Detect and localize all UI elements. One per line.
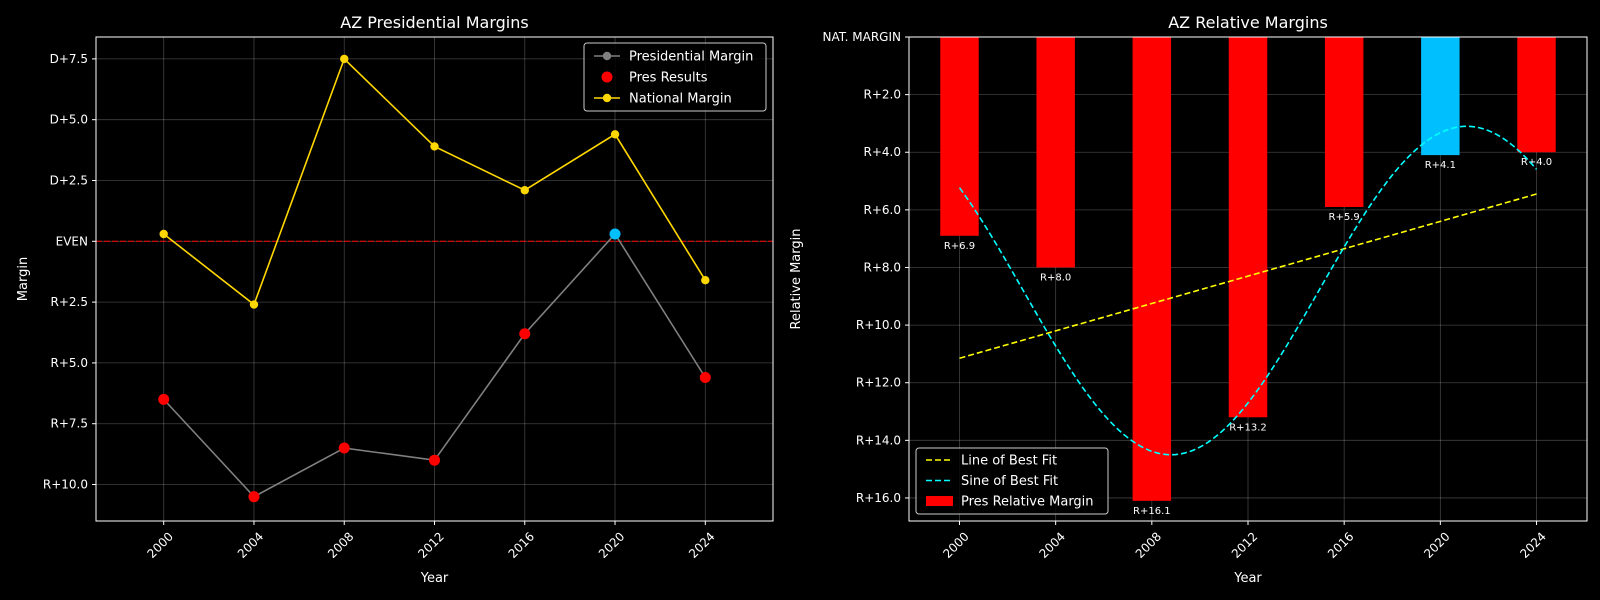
legend: Presidential Margin Pres Results National … <box>583 42 767 112</box>
pres-result-point <box>609 228 621 240</box>
y-tick-label: D+2.5 <box>50 173 88 187</box>
y-tick-label: R+2.5 <box>51 295 88 309</box>
x-axis-label: Year <box>420 571 449 586</box>
pres-result-point <box>158 393 170 405</box>
legend-entry: Pres Results <box>629 71 708 86</box>
legend-marker-swatch <box>602 93 612 103</box>
y-tick-label: R+4.0 <box>864 145 901 159</box>
pres-result-point <box>429 454 440 466</box>
legend-box <box>915 447 1109 515</box>
x-tick-label: 2012 <box>1229 529 1260 560</box>
relative-margin-bar <box>1036 37 1075 268</box>
pres-result-point <box>338 442 350 454</box>
national-margin-point <box>249 300 259 309</box>
y-tick-label: R+12.0 <box>856 376 901 390</box>
pres-result-point <box>248 491 260 503</box>
y-axis-label: Relative Margin <box>789 229 804 330</box>
legend-entry: Pres Relative Margin <box>961 495 1094 510</box>
line-of-best-fit <box>959 193 1537 359</box>
national-margin-point <box>340 54 349 64</box>
x-tick-label: 2020 <box>596 529 627 560</box>
y-axis-label: Margin <box>16 257 31 301</box>
relative-margin-bar <box>1421 37 1460 156</box>
x-tick-label: 2024 <box>686 529 717 560</box>
bar-value-label: R+4.0 <box>1521 157 1552 168</box>
legend-entry: Presidential Margin <box>629 50 753 65</box>
relative-margin-bar <box>1324 37 1364 207</box>
y-tick-label: R+5.0 <box>51 356 88 370</box>
y-tick-label: EVEN <box>56 234 88 248</box>
relative-margin-bar <box>1228 37 1268 418</box>
national-margin-point <box>159 229 168 239</box>
relative-margin-bar <box>1517 37 1556 153</box>
y-tick-label: D+7.5 <box>50 52 88 66</box>
chart-az-presidential-margins: D+7.5 D+5.0 D+2.5 EVEN R+2.5 R+5.0 R+7.5 R+10.0… <box>16 13 774 586</box>
chart-title: AZ Presidential Margins <box>340 13 528 32</box>
sine-of-best-fit <box>958 125 1538 456</box>
legend-marker-swatch <box>601 71 613 83</box>
pres-result-point <box>519 328 531 340</box>
bar-value-label: R+5.9 <box>1329 212 1360 223</box>
bar-value-label: R+13.2 <box>1229 422 1267 433</box>
x-tick-label: 2000 <box>145 529 176 560</box>
bar-value-label: R+4.1 <box>1425 160 1456 171</box>
legend: Line of Best Fit Sine of Best Fit Pres Rel… <box>915 447 1109 515</box>
y-tick-label: R+16.0 <box>856 491 901 505</box>
chart-az-relative-margins: R+6.9 R+8.0 R+16.1 R+13.2 R+5.9 R+4.1 R+4.0 NAT… <box>789 13 1588 586</box>
legend-entry: Sine of Best Fit <box>961 474 1058 489</box>
legend-marker-swatch <box>602 51 612 61</box>
x-tick-label: 2008 <box>325 529 356 560</box>
x-tick-label: 2000 <box>940 529 971 560</box>
legend-box <box>583 42 767 112</box>
x-tick-label: 2024 <box>1517 529 1548 560</box>
national-margin-point <box>430 142 439 151</box>
y-tick-label: R+6.0 <box>864 203 901 217</box>
y-tick-label: R+10.0 <box>856 318 901 332</box>
relative-margin-bar <box>1132 37 1172 501</box>
legend-entry: National Margin <box>629 92 732 107</box>
legend-entry: Line of Best Fit <box>961 454 1057 469</box>
x-axis-label: Year <box>1233 571 1262 586</box>
x-tick-label: 2004 <box>1037 529 1068 560</box>
y-tick-label: R+7.5 <box>51 417 88 431</box>
y-tick-label: R+14.0 <box>856 433 901 447</box>
bar-value-label: R+16.1 <box>1133 506 1171 517</box>
y-tick-label: R+10.0 <box>43 478 88 492</box>
x-tick-label: 2008 <box>1133 529 1164 560</box>
bar-value-label: R+8.0 <box>1040 272 1071 283</box>
x-tick-label: 2012 <box>415 529 446 560</box>
y-tick-label: D+5.0 <box>50 113 88 127</box>
national-margin-point <box>520 186 529 195</box>
x-tick-label: 2004 <box>235 529 266 560</box>
pres-result-point <box>699 372 711 384</box>
national-margin-point <box>610 130 620 139</box>
x-tick-label: 2016 <box>506 529 537 560</box>
y-tick-label: NAT. MARGIN <box>822 30 901 44</box>
y-tick-label: R+2.0 <box>864 88 901 102</box>
y-tick-label: R+8.0 <box>864 260 901 274</box>
national-margin-point <box>701 276 710 285</box>
chart-title: AZ Relative Margins <box>1168 13 1328 32</box>
x-tick-label: 2016 <box>1325 529 1356 560</box>
legend-patch-swatch <box>926 496 953 506</box>
relative-margin-bar <box>940 37 979 236</box>
x-tick-label: 2020 <box>1421 529 1452 560</box>
bar-value-label: R+6.9 <box>944 241 975 252</box>
